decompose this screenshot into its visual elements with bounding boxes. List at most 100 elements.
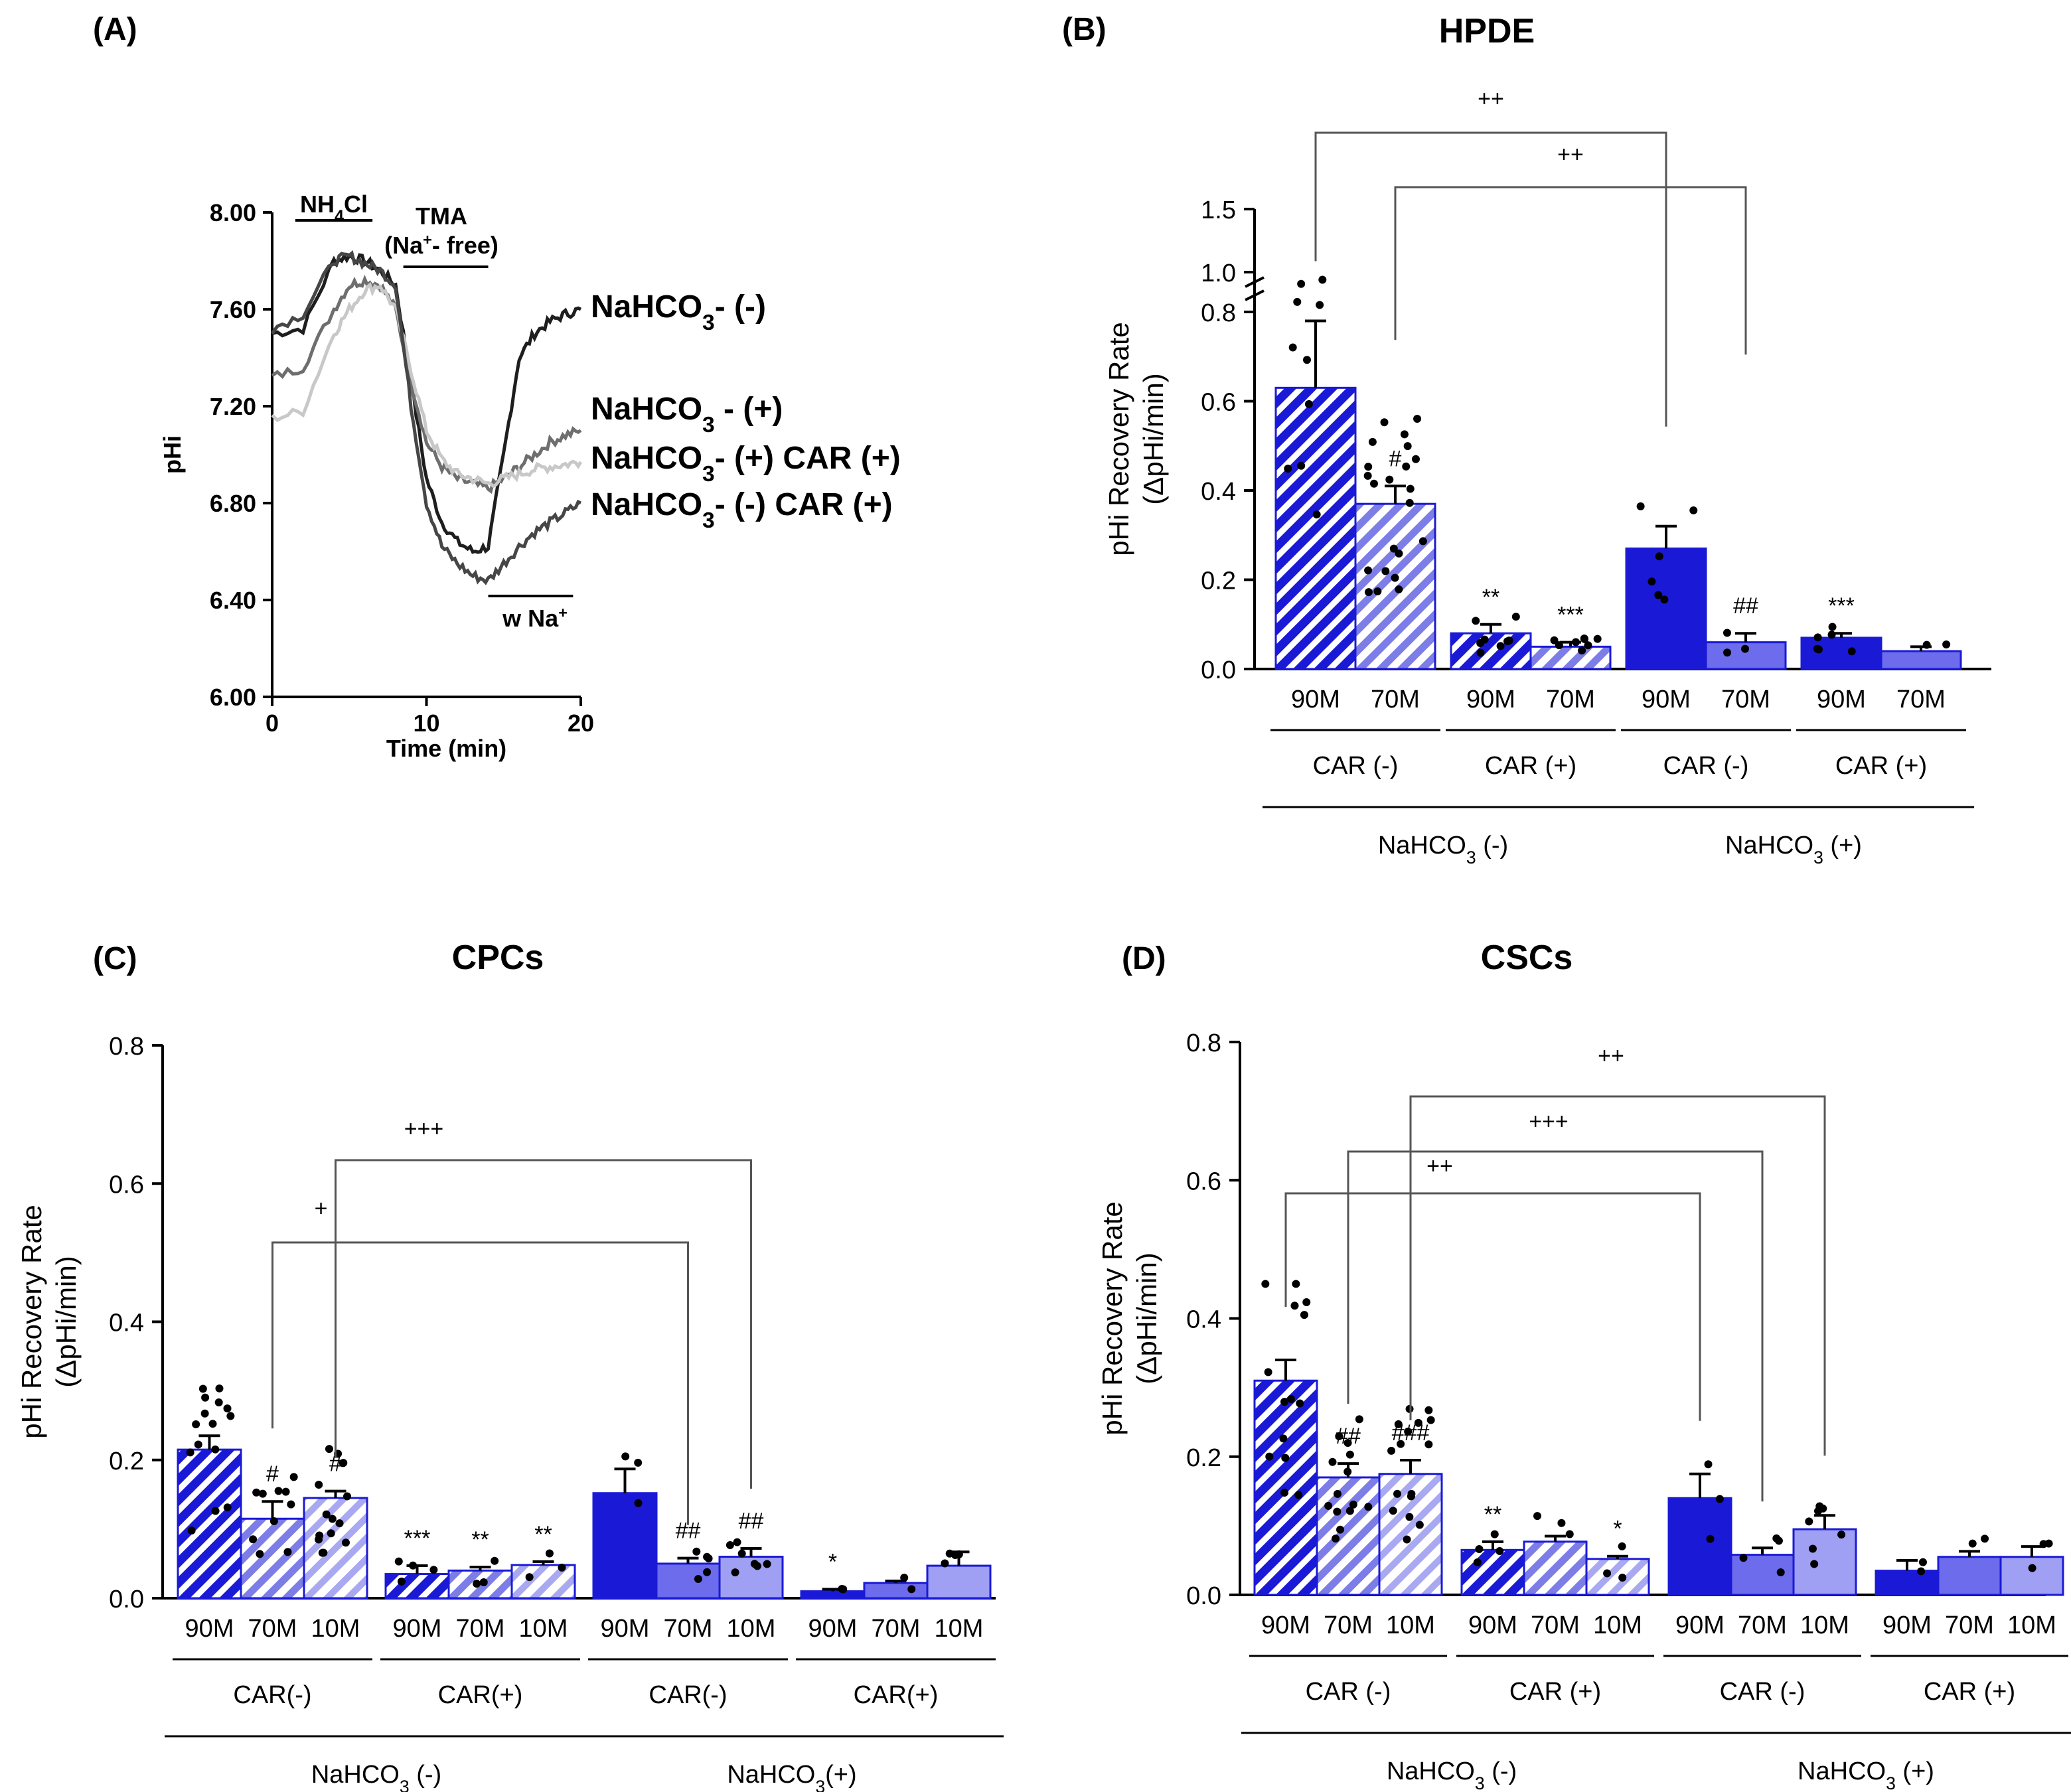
- data-point: [1261, 1280, 1270, 1288]
- y-tick-label: 0.4: [1186, 1306, 1221, 1334]
- data-point: [1363, 471, 1372, 480]
- bar: [1875, 1570, 1940, 1596]
- data-point: [223, 1404, 232, 1413]
- y-tick-label: 0.6: [109, 1171, 144, 1199]
- data-point: [1476, 639, 1485, 648]
- data-point: [1393, 1489, 1401, 1498]
- data-point: [211, 1507, 220, 1515]
- bar: [1999, 1556, 2064, 1596]
- y-tick-label: 0.8: [109, 1033, 144, 1061]
- data-point: [941, 1559, 949, 1568]
- y-tick-label: 1.0: [1201, 260, 1236, 287]
- category-label: 70M: [1721, 686, 1770, 713]
- data-point: [1391, 573, 1399, 582]
- data-point: [491, 1556, 499, 1565]
- data-point: [287, 1500, 295, 1509]
- data-point: [621, 1452, 630, 1461]
- bar: [800, 1590, 866, 1600]
- panel-b-label: (B): [1062, 12, 1107, 47]
- data-point: [1373, 587, 1382, 596]
- data-point: [1290, 1302, 1299, 1310]
- panel-a-y-tick-label: 7.60: [210, 296, 256, 323]
- panel-a-label: (A): [93, 12, 137, 47]
- category-label: 70M: [1531, 1611, 1580, 1639]
- data-point: [1571, 638, 1580, 646]
- data-point: [1550, 636, 1559, 644]
- significance-label: **: [534, 1522, 552, 1547]
- bar: [592, 1492, 658, 1600]
- data-point: [1918, 1558, 1927, 1566]
- category-label: 70M: [1324, 1611, 1373, 1639]
- bar: [1253, 1379, 1318, 1596]
- data-point: [1490, 1530, 1499, 1538]
- significance-label: **: [1484, 1502, 1501, 1527]
- data-point: [1403, 442, 1412, 451]
- y-axis-title: pHi Recovery Rate: [16, 1205, 47, 1438]
- category-label: 90M: [808, 1615, 858, 1643]
- y-tick-label: 0.2: [109, 1448, 144, 1475]
- y-tick-label: 0.2: [1186, 1444, 1221, 1472]
- data-point: [1557, 1519, 1566, 1527]
- category-label: 70M: [1546, 686, 1595, 713]
- data-point: [479, 1578, 488, 1586]
- category-label: 10M: [519, 1615, 568, 1643]
- data-point: [429, 1566, 438, 1574]
- y-tick-label: 0.4: [1201, 478, 1236, 506]
- data-point: [1316, 301, 1324, 309]
- data-point: [1689, 506, 1698, 515]
- data-point: [1318, 275, 1327, 284]
- panel-a-wna-label: w Na+​: [502, 604, 568, 632]
- data-point: [1981, 1534, 1989, 1543]
- parent-label: NaHCO3​ (-): [1387, 1757, 1517, 1792]
- data-point: [269, 1517, 278, 1526]
- data-point: [545, 1549, 554, 1558]
- bar: [1792, 1528, 1857, 1596]
- data-point: [1814, 645, 1823, 654]
- panel-a-y-tick-label: 7.20: [210, 393, 256, 420]
- panel-a-nh4cl-label: NH4​Cl: [300, 190, 368, 226]
- bar: [1450, 632, 1532, 670]
- data-point: [900, 1574, 909, 1582]
- data-point: [186, 1448, 194, 1457]
- category-label: 90M: [1675, 1611, 1725, 1639]
- category-label: 90M: [1882, 1611, 1932, 1639]
- category-label: 10M: [727, 1615, 776, 1643]
- panel-c: (C) CPCs 0.0 0.2 0.4 0.6 0.8 pHi Recovery Rate(…: [16, 938, 1004, 1792]
- parent-label: NaHCO3​ (+): [1798, 1757, 1934, 1792]
- data-point: [289, 1473, 298, 1481]
- panel-b: (B) HPDE 0.0 0.2 0.4 0.6 0.8 1.0 1.5 pHi Recovery…: [1062, 12, 1991, 867]
- bar: [1316, 1476, 1381, 1596]
- category-label: 10M: [1800, 1611, 1849, 1639]
- category-label: 90M: [1468, 1611, 1517, 1639]
- data-point: [1555, 641, 1563, 650]
- data-point: [339, 1459, 347, 1467]
- data-point: [634, 1458, 643, 1467]
- data-point: [319, 1548, 328, 1557]
- data-point: [192, 1420, 200, 1428]
- y-tick-label: 0.2: [1201, 567, 1236, 595]
- data-point: [1395, 549, 1403, 558]
- data-point: [1426, 1416, 1435, 1424]
- data-point: [198, 1384, 207, 1393]
- data-point: [200, 1409, 209, 1418]
- data-point: [328, 1515, 337, 1523]
- data-point: [1332, 1534, 1340, 1543]
- group-label: CAR(+): [438, 1681, 523, 1709]
- bar: [1800, 636, 1882, 670]
- category-label: 90M: [1291, 686, 1340, 713]
- data-point: [1942, 640, 1951, 649]
- data-point: [315, 1535, 323, 1544]
- panel-a-x-label: Time (min): [386, 735, 506, 762]
- data-point: [1827, 631, 1836, 639]
- comparison-label: ++: [1557, 142, 1584, 167]
- category-label: 90M: [1466, 686, 1515, 713]
- data-point: [215, 1384, 224, 1392]
- data-point: [1618, 1542, 1626, 1550]
- data-point: [1336, 1525, 1345, 1534]
- panel-d-label: (D): [1122, 941, 1166, 976]
- data-point: [327, 1529, 335, 1538]
- parent-label: NaHCO3​ (+): [1725, 832, 1862, 867]
- data-point: [325, 1445, 333, 1454]
- group-label: CAR (-): [1306, 1678, 1391, 1706]
